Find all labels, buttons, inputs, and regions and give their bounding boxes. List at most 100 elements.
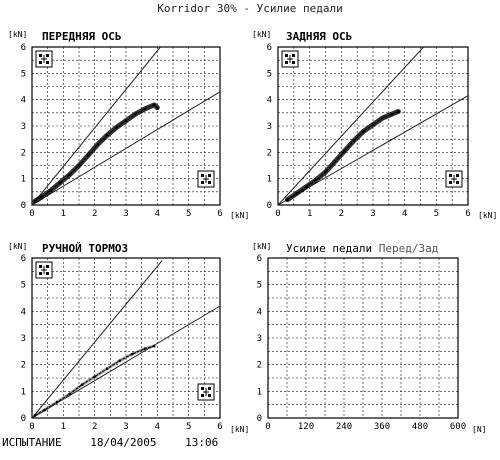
x-tick-label: 1 xyxy=(307,209,312,219)
footer-date: 18/04/2005 xyxy=(90,436,157,449)
x-tick-label: 120 xyxy=(298,422,314,432)
y-unit-label: [kN] xyxy=(252,242,272,251)
y-tick-label: 6 xyxy=(21,43,26,53)
x-unit-label: [kN] xyxy=(478,211,498,220)
x-tick-label: 6 xyxy=(217,209,222,219)
y-tick-label: 5 xyxy=(267,69,272,79)
x-tick-label: 240 xyxy=(336,422,352,432)
data-point xyxy=(87,153,90,157)
chart-title-group: Усилие педали Перед/Зад xyxy=(286,242,438,255)
data-point xyxy=(115,126,118,129)
data-point xyxy=(33,199,37,203)
chart-title: ПЕРЕДНЯЯ ОСЬ xyxy=(42,30,122,43)
x-unit-label: [kN] xyxy=(230,211,250,220)
data-point xyxy=(381,116,384,120)
data-point xyxy=(118,359,122,362)
footer-time: 13:06 xyxy=(185,436,219,449)
y-tick-label: 6 xyxy=(257,254,262,264)
x-unit-label: [N] xyxy=(472,425,487,434)
y-tick-label: 1 xyxy=(267,175,272,185)
data-point xyxy=(68,173,71,177)
data-point xyxy=(286,198,289,202)
y-tick-label: 2 xyxy=(21,361,26,371)
y-tick-label: 5 xyxy=(21,281,26,291)
y-tick-label: 2 xyxy=(257,361,262,371)
y-unit-label: [kN] xyxy=(8,30,28,39)
chart-title: РУЧНОЙ ТОРМОЗ xyxy=(42,242,129,255)
data-point xyxy=(40,195,43,199)
plot-svg: 0 1 2 3 4 5 6 0 1 2 3 4 5 6 xyxy=(267,43,471,219)
data-point xyxy=(152,103,156,107)
y-tick-label: 1 xyxy=(21,387,26,397)
data-point xyxy=(362,129,365,133)
page-title: Korridor 30% - Усилие педали xyxy=(157,2,343,15)
data-point xyxy=(93,375,96,378)
y-tick-label: 0 xyxy=(21,414,26,424)
y-tick-label: 6 xyxy=(267,43,272,53)
y-tick-label: 1 xyxy=(21,175,26,185)
x-tick-label: 0 xyxy=(265,422,270,432)
y-tick-label: 0 xyxy=(21,201,26,211)
data-point xyxy=(314,178,318,182)
x-tick-label: 480 xyxy=(412,422,428,432)
handbrake-icon xyxy=(35,261,53,279)
data-point xyxy=(397,110,400,113)
x-tick-label: 2 xyxy=(339,209,344,219)
data-trace-band xyxy=(32,102,160,204)
corridor-upper-line xyxy=(31,260,163,419)
data-point xyxy=(124,119,128,123)
data-point xyxy=(134,112,137,116)
y-tick-label: 3 xyxy=(21,334,26,344)
x-tick-label: 1 xyxy=(61,422,66,432)
plot-frame xyxy=(31,46,221,206)
corridor-lower-line xyxy=(31,91,221,206)
data-point xyxy=(390,112,394,116)
data-point xyxy=(305,185,308,188)
x-tick-label: 3 xyxy=(370,209,375,219)
data-point xyxy=(80,383,84,386)
x-tick-label: 4 xyxy=(402,209,407,219)
data-trace-line xyxy=(34,345,155,416)
data-point xyxy=(33,414,37,417)
x-tick-label: 600 xyxy=(450,422,466,432)
data-point xyxy=(58,181,62,184)
axle-diagram-icon xyxy=(197,170,215,188)
y-tick-label: 6 xyxy=(21,254,26,264)
axle-diagram-icon xyxy=(197,383,215,401)
y-tick-label: 2 xyxy=(267,148,272,158)
y-unit-label: [kN] xyxy=(252,30,272,39)
x-tick-label: 5 xyxy=(434,209,439,219)
x-tick-label: 2 xyxy=(92,209,97,219)
data-point xyxy=(333,160,337,163)
data-point xyxy=(77,164,81,167)
chart-handbrake: [kN] РУЧНОЙ ТОРМОЗ [kN] 0 1 2 3 4 5 6 0 1 2 3 4 5 6 xyxy=(0,230,250,440)
data-point xyxy=(324,170,327,174)
chart-front-axle: [kN] ПЕРЕДНЯЯ ОСЬ [kN] 0 1 2 3 4 5 6 0 1 2 3 4 5 6 xyxy=(0,0,250,230)
data-point xyxy=(105,367,109,370)
corridor-upper-line xyxy=(31,46,161,206)
x-tick-label: 5 xyxy=(186,422,191,432)
x-tick-label: 0 xyxy=(29,422,34,432)
data-point xyxy=(152,344,156,348)
x-tick-label: 4 xyxy=(155,422,160,432)
y-tick-label: 3 xyxy=(257,334,262,344)
data-point xyxy=(130,352,134,356)
plot-frame xyxy=(277,46,469,206)
plot-frame xyxy=(31,257,221,419)
chart-title: ЗАДНЯЯ ОСЬ xyxy=(286,30,353,43)
y-tick-label: 0 xyxy=(267,201,272,211)
x-tick-label: 2 xyxy=(92,422,97,432)
data-point xyxy=(105,133,109,137)
plot-frame xyxy=(267,257,459,419)
y-tick-label: 3 xyxy=(21,122,26,132)
x-tick-label: 360 xyxy=(374,422,390,432)
x-tick-label: 3 xyxy=(123,422,128,432)
data-point xyxy=(143,347,147,350)
data-point xyxy=(156,106,159,109)
x-tick-label: 5 xyxy=(186,209,191,219)
x-unit-label: [kN] xyxy=(230,425,250,434)
y-tick-label: 1 xyxy=(257,387,262,397)
y-tick-label: 5 xyxy=(21,69,26,79)
y-tick-label: 0 xyxy=(257,414,262,424)
x-tick-label: 6 xyxy=(465,209,470,219)
